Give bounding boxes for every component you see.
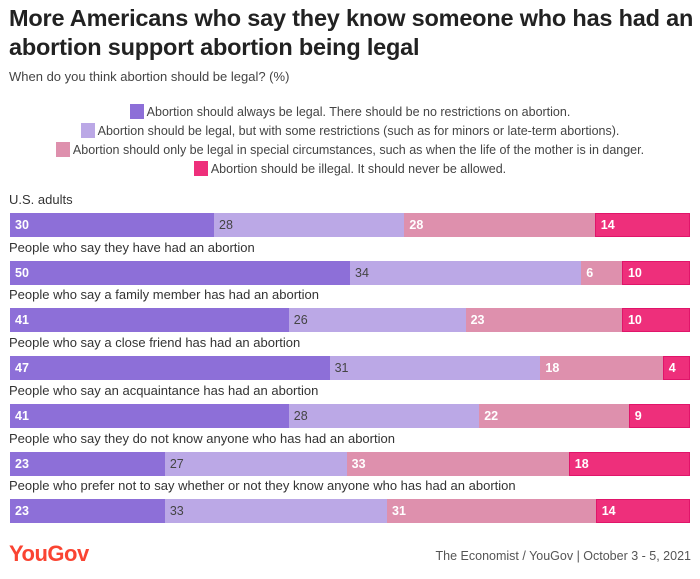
category-label: People who say an acquaintance has had a…: [9, 382, 319, 398]
bar-segment: 31: [329, 356, 541, 381]
bar-segment: 47: [10, 356, 330, 381]
stacked-bar: 30 28 28 14: [10, 213, 690, 237]
stacked-bar: 23 33 31 14: [10, 499, 690, 524]
bar-segment: 18: [540, 356, 663, 381]
legend-item: Abortion should always be legal. There s…: [0, 102, 700, 121]
chart-title: More Americans who say they know someone…: [9, 5, 694, 60]
legend-label: Abortion should be legal, but with some …: [97, 123, 620, 138]
legend-swatch: [80, 123, 95, 138]
category-label: U.S. adults: [9, 192, 73, 207]
bar-segment: 33: [346, 451, 569, 476]
bar-segment: 31: [387, 499, 596, 524]
legend-swatch: [55, 142, 70, 157]
legend-item: Abortion should be legal, but with some …: [0, 121, 700, 140]
stacked-bar: 23 27 33 18: [10, 451, 690, 476]
stacked-bar: 50 34 6 10: [10, 260, 690, 285]
bar-segment: 41: [10, 403, 289, 428]
bar-segment: 27: [164, 451, 347, 476]
yougov-logo: YouGov: [9, 541, 89, 566]
source-note: The Economist / YouGov | October 3 - 5, …: [435, 549, 691, 563]
bar-segment: 28: [404, 213, 595, 237]
bar-segment: 41: [10, 308, 289, 333]
bar-segment: 4: [662, 356, 690, 381]
legend-label: Abortion should only be legal in special…: [72, 142, 645, 157]
stacked-bar: 41 26 23 10: [10, 308, 690, 333]
bar-segment: 26: [288, 308, 466, 333]
category-label: People who prefer not to say whether or …: [9, 478, 516, 494]
bar-segment: 10: [621, 260, 690, 285]
legend-item: Abortion should only be legal in special…: [0, 140, 700, 159]
bar-segment: 14: [594, 213, 690, 237]
bar-segment: 50: [10, 260, 350, 285]
bar-segment: 33: [164, 499, 388, 524]
chart-subtitle: When do you think abortion should be leg…: [9, 69, 290, 84]
legend: Abortion should always be legal. There s…: [0, 102, 700, 178]
bar-segment: 18: [568, 451, 690, 476]
bar-segment: 10: [621, 308, 690, 333]
legend-label: Abortion should be illegal. It should ne…: [210, 161, 507, 176]
category-label: People who say they have had an abortion: [9, 239, 255, 255]
bar-segment: 23: [10, 451, 165, 476]
bar-segment: 6: [581, 260, 622, 285]
category-label: People who say a close friend has had an…: [9, 335, 301, 351]
bar-segment: 23: [465, 308, 622, 333]
bar-segment: 22: [479, 403, 629, 428]
bar-segment: 14: [595, 499, 690, 524]
bar-segment: 34: [350, 260, 582, 285]
legend-label: Abortion should always be legal. There s…: [146, 104, 571, 119]
category-label: People who say a family member has had a…: [9, 287, 320, 303]
legend-item: Abortion should be illegal. It should ne…: [0, 159, 700, 178]
bar-segment: 30: [10, 213, 214, 237]
legend-swatch: [193, 161, 208, 176]
bar-segment: 9: [628, 403, 690, 428]
stacked-bar: 47 31 18 4: [10, 356, 690, 381]
legend-swatch: [129, 104, 144, 119]
bar-segment: 28: [288, 403, 480, 428]
bar-segment: 28: [214, 213, 405, 237]
category-label: People who say they do not know anyone w…: [9, 430, 395, 446]
bar-segment: 23: [10, 499, 165, 524]
stacked-bar: 41 28 22 9: [10, 403, 690, 428]
